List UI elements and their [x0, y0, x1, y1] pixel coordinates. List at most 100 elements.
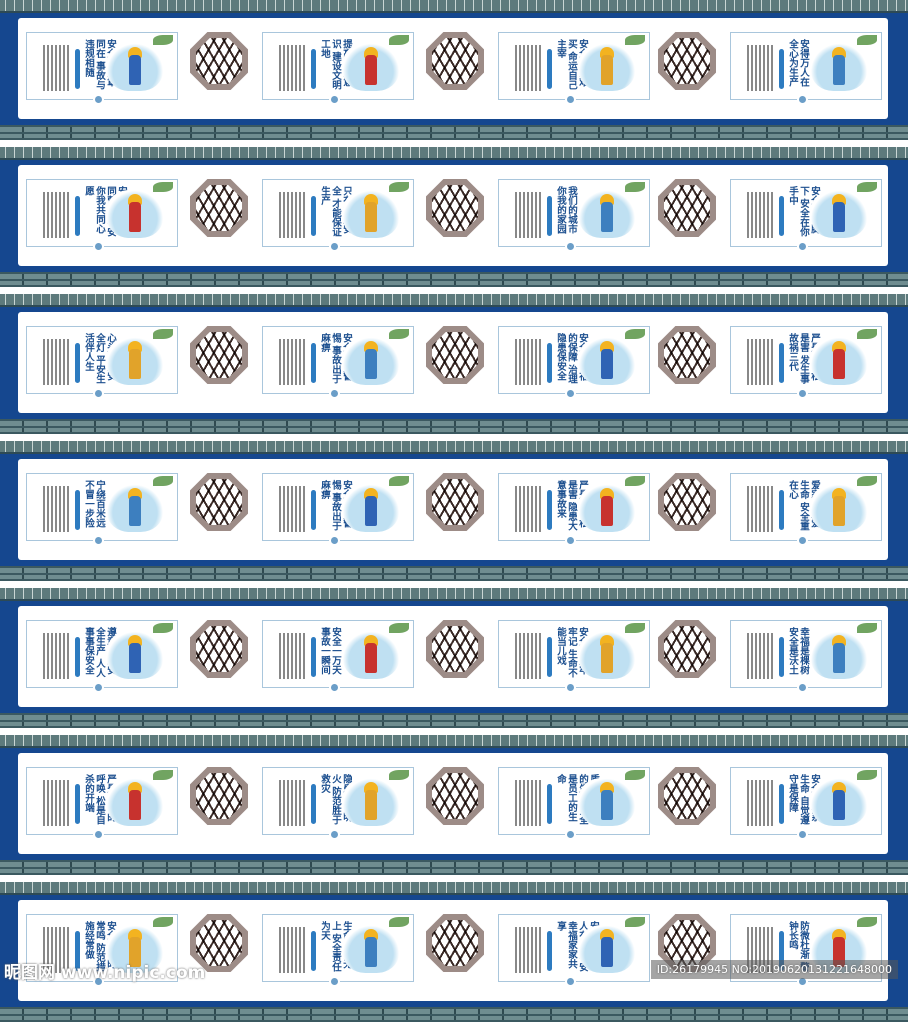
worker-figure	[601, 496, 613, 526]
worker-illustration	[107, 43, 163, 91]
emblem-icon	[565, 976, 576, 987]
safety-poster: 隐患险于明火 防范胜于救灾	[262, 767, 414, 840]
brick-base	[0, 125, 908, 140]
safety-poster: 安全来于警惕 事故出于麻痹	[262, 326, 414, 399]
helmet-icon	[832, 635, 846, 646]
poster-body-text	[43, 780, 71, 826]
blue-wall: 心头常亮安全灯 平安生活伴人生 安全来于警惕 事故出于麻痹 安全是幸福的保障 治理隐…	[0, 307, 908, 419]
bamboo-leaf-icon	[857, 35, 877, 45]
watermark-site: 昵图网 www.nipic.com	[4, 963, 206, 983]
emblem-icon	[93, 94, 104, 105]
lattice-pattern	[664, 332, 710, 378]
blue-wall: 安全你我共同营造 平安你我共同心愿 只有抓好安全 才能保证生产 我们的城市 你我的家…	[0, 160, 908, 272]
octagon-lattice-window	[190, 620, 248, 678]
lattice-pattern	[432, 773, 478, 819]
bamboo-leaf-icon	[153, 35, 173, 45]
emblem-icon	[565, 94, 576, 105]
worker-figure	[601, 202, 613, 232]
helmet-icon	[128, 194, 142, 205]
worker-illustration	[579, 43, 635, 91]
wall-section: 严是生命的呼唤 松是自杀的开端 隐患险于明火 防范胜于救灾 质量是大厦的生命 安全是…	[0, 735, 908, 882]
worker-figure	[601, 643, 613, 673]
safety-poster: 遵章守纪安全生产 人人事事保安全	[26, 620, 178, 693]
roof-tiles	[0, 294, 908, 307]
brick-base	[0, 566, 908, 581]
poster-tag	[547, 196, 552, 236]
worker-illustration	[107, 337, 163, 385]
bamboo-leaf-icon	[153, 329, 173, 339]
poster-tag	[75, 931, 80, 971]
safety-poster: 安全你我共同营造 平安你我共同心愿	[26, 179, 178, 252]
poster-tag	[547, 637, 552, 677]
poster-tag	[311, 49, 316, 89]
helmet-icon	[128, 488, 142, 499]
octagon-lattice-window	[658, 473, 716, 531]
bamboo-leaf-icon	[153, 476, 173, 486]
wall-section: 遵章守纪安全生产 人人事事保安全 安全一万天 事故一瞬间 安全生产牢牢记 生命不能当…	[0, 588, 908, 735]
octagon-lattice-window	[658, 767, 716, 825]
wall-section: 心头常亮安全灯 平安生活伴人生 安全来于警惕 事故出于麻痹 安全是幸福的保障 治理隐…	[0, 294, 908, 441]
poster-slogan: 安全一万天 事故一瞬间	[319, 627, 341, 675]
poster-tag	[779, 49, 784, 89]
worker-figure	[129, 937, 141, 967]
emblem-icon	[329, 241, 340, 252]
helmet-icon	[364, 47, 378, 58]
bamboo-leaf-icon	[625, 623, 645, 633]
poster-tag	[779, 343, 784, 383]
emblem-icon	[797, 682, 808, 693]
poster-panel: 安全警钟时常鸣 防范措施经常做 生命至高无上 安全责任为天 安全生产人人有责 平安幸…	[18, 900, 888, 1001]
poster-tag	[75, 490, 80, 530]
blue-wall: 遵章守纪安全生产 人人事事保安全 安全一万天 事故一瞬间 安全生产牢牢记 生命不能当…	[0, 601, 908, 713]
lattice-pattern	[432, 920, 478, 966]
bamboo-leaf-icon	[857, 182, 877, 192]
safety-poster: 安全警钟时常鸣 防范措施经常做	[26, 914, 178, 987]
bamboo-leaf-icon	[625, 182, 645, 192]
emblem-icon	[93, 829, 104, 840]
blue-wall: 宁绕百米远 不冒一步险 安全来于警惕 事故出于麻痹 严是爱，松是害 隐患大意事故来 爱…	[0, 454, 908, 566]
poster-slogan: 宁绕百米远 不冒一步险	[83, 480, 105, 528]
poster-panel: 遵章守纪安全生产 人人事事保安全 安全一万天 事故一瞬间 安全生产牢牢记 生命不能当…	[18, 606, 888, 707]
poster-body-text	[515, 486, 543, 532]
worker-illustration	[343, 778, 399, 826]
worker-illustration	[107, 190, 163, 238]
worker-illustration	[107, 778, 163, 826]
poster-tag	[779, 490, 784, 530]
poster-slogan: 我们的城市 你我的家园	[555, 186, 577, 234]
poster-body-text	[279, 486, 307, 532]
emblem-icon	[93, 535, 104, 546]
lattice-pattern	[432, 626, 478, 672]
poster-slogan: 防微杜渐 警钟长鸣	[787, 921, 809, 972]
worker-figure	[365, 496, 377, 526]
safety-poster: 幸福是棵树 安全是沃土	[730, 620, 882, 693]
safety-poster: 只有抓好安全 才能保证生产	[262, 179, 414, 252]
roof-tiles	[0, 588, 908, 601]
bamboo-leaf-icon	[857, 476, 877, 486]
worker-figure	[129, 643, 141, 673]
safety-poster: 严是爱，松是害 隐患大意事故来	[498, 473, 650, 546]
worker-figure	[365, 937, 377, 967]
safety-poster: 安全生产人人有责 平安幸福家家共享	[498, 914, 650, 987]
brick-base	[0, 1007, 908, 1022]
octagon-lattice-window	[426, 326, 484, 384]
poster-tag	[311, 196, 316, 236]
octagon-lattice-window	[190, 326, 248, 384]
bamboo-leaf-icon	[153, 917, 173, 927]
worker-figure	[365, 202, 377, 232]
worker-illustration	[811, 778, 867, 826]
poster-slogan: 幸福是棵树 安全是沃土	[787, 627, 809, 675]
helmet-icon	[128, 635, 142, 646]
safety-poster: 安全来于警惕 事故出于麻痹	[262, 473, 414, 546]
lattice-pattern	[664, 626, 710, 672]
helmet-icon	[832, 341, 846, 352]
emblem-icon	[797, 241, 808, 252]
helmet-icon	[600, 929, 614, 940]
poster-tag	[311, 343, 316, 383]
worker-illustration	[579, 778, 635, 826]
emblem-icon	[565, 388, 576, 399]
brick-base	[0, 713, 908, 728]
poster-panel: 宁绕百米远 不冒一步险 安全来于警惕 事故出于麻痹 严是爱，松是害 隐患大意事故来 爱…	[18, 459, 888, 560]
worker-figure	[365, 349, 377, 379]
worker-figure	[129, 202, 141, 232]
bamboo-leaf-icon	[625, 329, 645, 339]
wall-section: 安全你我共同营造 平安你我共同心愿 只有抓好安全 才能保证生产 我们的城市 你我的家…	[0, 147, 908, 294]
